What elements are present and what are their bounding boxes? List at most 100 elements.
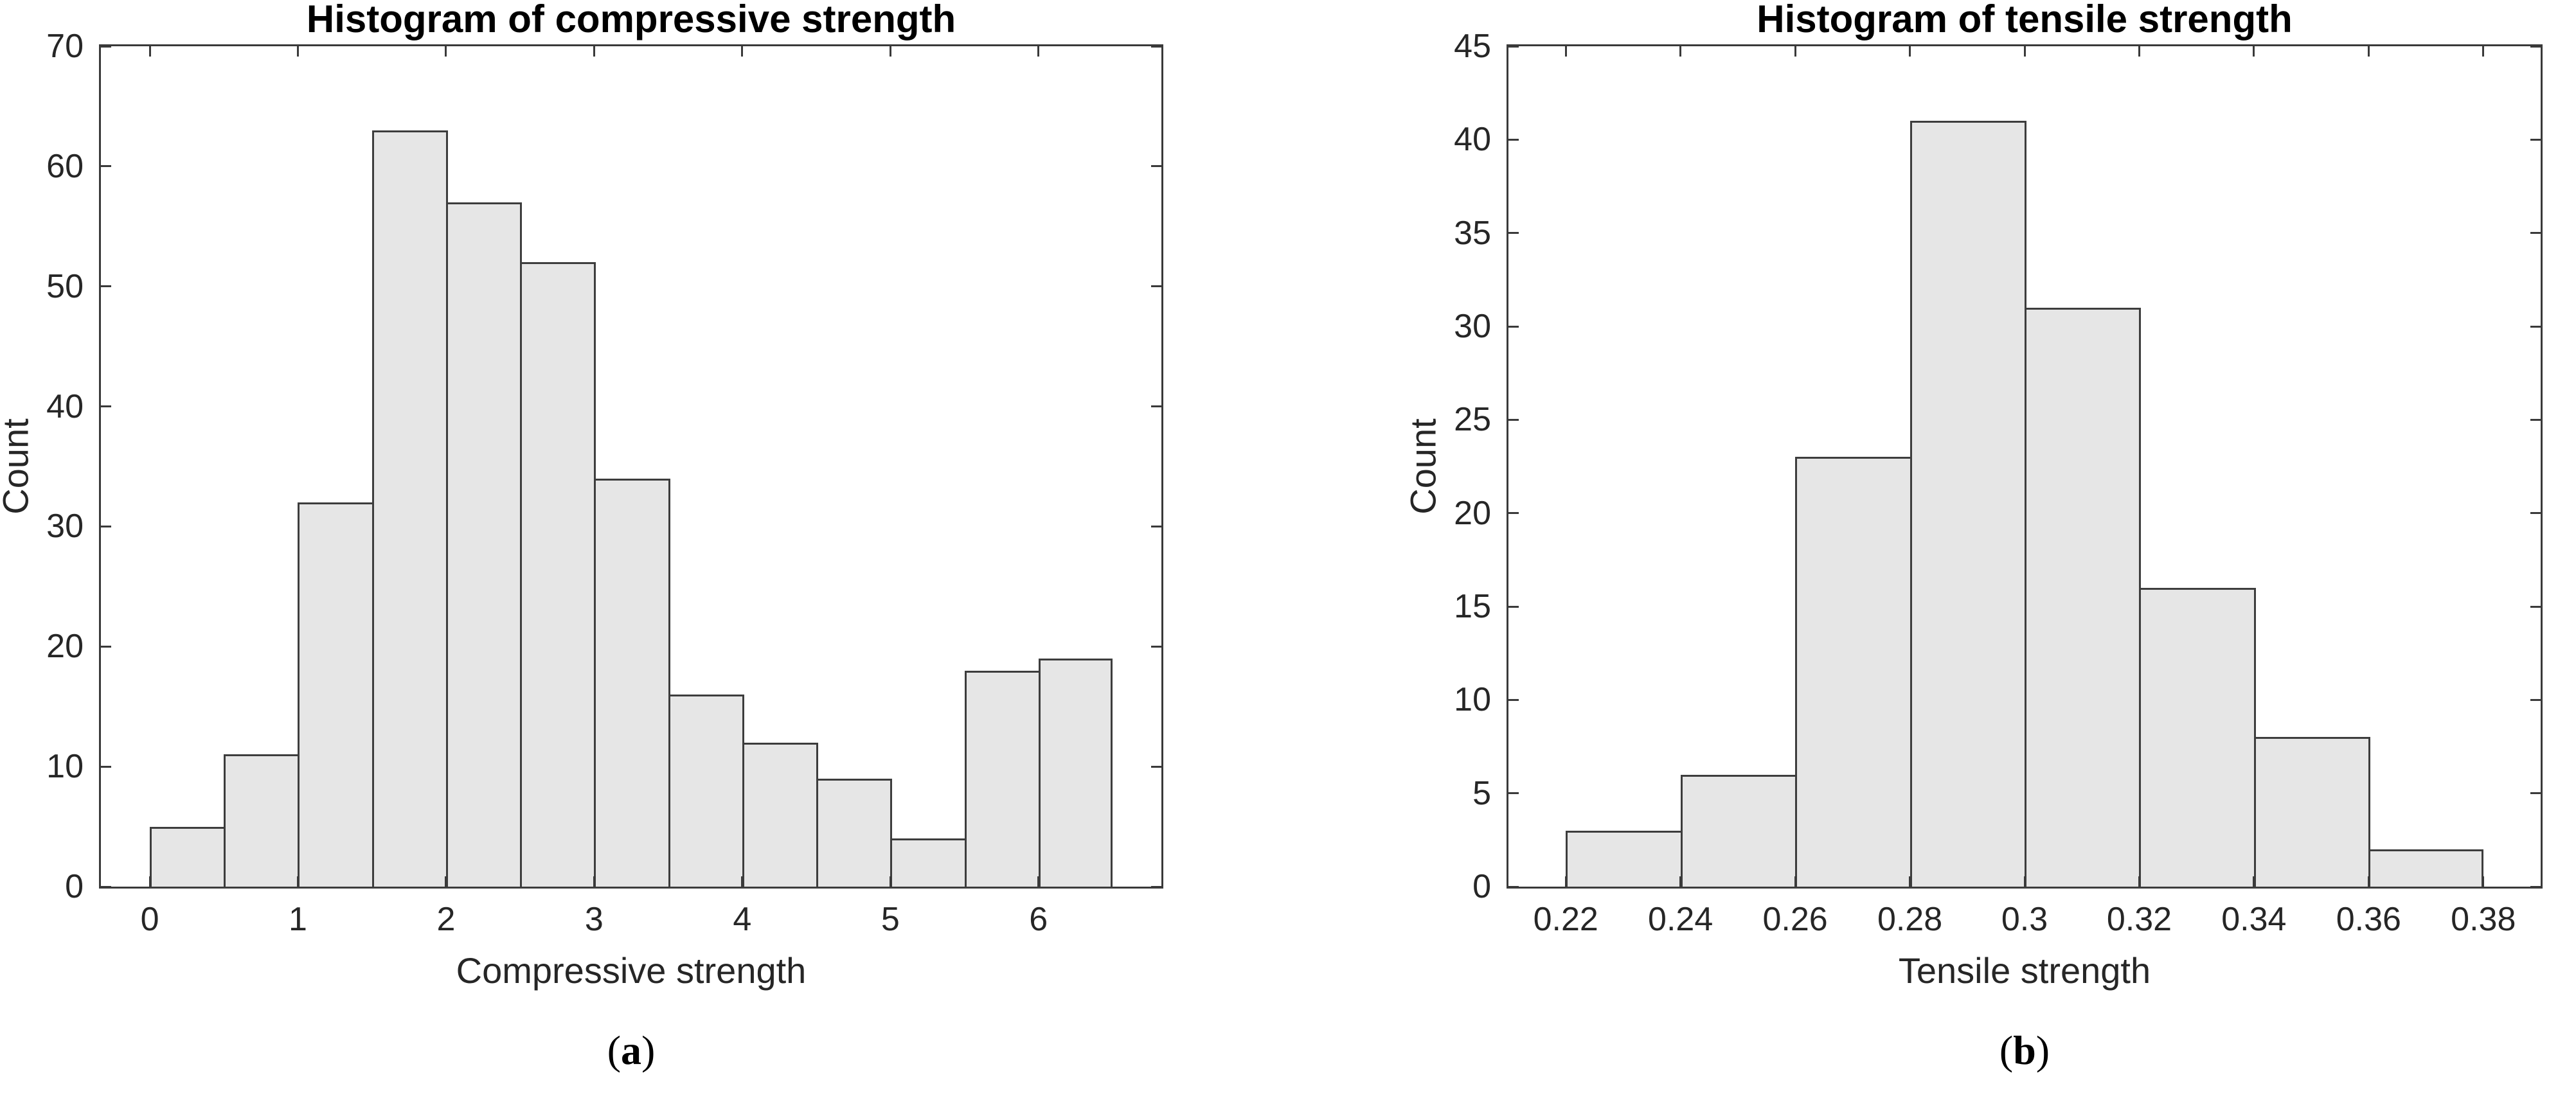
- y-tick-mark: [1151, 165, 1161, 168]
- x-tick-label: 3: [584, 901, 604, 938]
- x-tick-mark: [148, 876, 151, 887]
- histogram-bar: [1680, 774, 1798, 889]
- y-tick-mark: [2530, 792, 2541, 795]
- histogram-bar: [2253, 737, 2371, 889]
- y-tick-mark: [1508, 418, 1519, 421]
- x-tick-mark: [445, 876, 447, 887]
- y-tick-mark: [101, 525, 111, 527]
- y-tick-label: 50: [46, 267, 84, 305]
- y-tick-mark: [1151, 45, 1161, 48]
- y-tick-mark: [1508, 325, 1519, 328]
- x-tick-label: 0.36: [2336, 901, 2401, 938]
- x-tick-mark: [2367, 46, 2370, 57]
- x-tick-mark: [148, 46, 151, 57]
- x-tick-label: 0.28: [1877, 901, 1943, 938]
- subfigure-caption-a: (a): [99, 1025, 1163, 1076]
- x-tick-mark: [2023, 46, 2026, 57]
- x-tick-label: 6: [1029, 901, 1048, 938]
- y-tick-mark: [101, 45, 111, 48]
- x-tick-mark: [2138, 46, 2140, 57]
- y-tick-mark: [2530, 512, 2541, 515]
- y-tick-label: 15: [1454, 588, 1491, 625]
- caption-letter: a: [621, 1027, 641, 1073]
- x-axis-label: Compressive strength: [456, 950, 807, 991]
- y-tick-mark: [2530, 418, 2541, 421]
- y-tick-label: 5: [1472, 774, 1491, 812]
- y-tick-mark: [2530, 45, 2541, 48]
- y-tick-label: 20: [46, 628, 84, 666]
- y-tick-mark: [101, 165, 111, 168]
- histogram-bar: [816, 778, 893, 889]
- x-tick-label: 4: [733, 901, 752, 938]
- x-tick-mark: [1037, 876, 1040, 887]
- histogram-bar: [2368, 849, 2483, 889]
- x-tick-mark: [1679, 46, 1682, 57]
- x-tick-mark: [2253, 46, 2255, 57]
- x-tick-mark: [2482, 876, 2485, 887]
- chart-title: Histogram of compressive strength: [306, 0, 956, 40]
- y-tick-label: 20: [1454, 494, 1491, 532]
- y-tick-mark: [2530, 138, 2541, 141]
- histogram-bar: [1795, 457, 1912, 889]
- y-tick-label: 40: [46, 387, 84, 425]
- y-tick-mark: [2530, 698, 2541, 701]
- histogram-bar: [594, 478, 670, 889]
- y-tick-mark: [2530, 325, 2541, 328]
- x-tick-mark: [889, 46, 891, 57]
- x-tick-label: 1: [289, 901, 307, 938]
- chart-title: Histogram of tensile strength: [1757, 0, 2293, 40]
- x-tick-label: 0: [140, 901, 159, 938]
- y-tick-label: 25: [1454, 401, 1491, 439]
- y-tick-label: 30: [46, 508, 84, 545]
- histogram-bar: [1038, 658, 1113, 889]
- y-tick-label: 60: [46, 147, 84, 185]
- x-tick-mark: [1037, 46, 1040, 57]
- histogram-bar: [742, 742, 819, 889]
- y-tick-mark: [1508, 45, 1519, 48]
- x-tick-label: 5: [881, 901, 900, 938]
- x-tick-label: 0.3: [2001, 901, 2048, 938]
- y-tick-mark: [1151, 405, 1161, 408]
- y-tick-mark: [2530, 885, 2541, 888]
- y-tick-mark: [1508, 698, 1519, 701]
- y-tick-label: 0: [1472, 868, 1491, 905]
- x-tick-mark: [593, 46, 595, 57]
- subfigure-caption-b: (b): [1507, 1025, 2543, 1076]
- caption-paren: (: [1999, 1027, 2014, 1073]
- x-axis-label: Tensile strength: [1898, 950, 2151, 991]
- y-tick-label: 40: [1454, 121, 1491, 159]
- x-tick-label: 0.34: [2221, 901, 2287, 938]
- y-tick-label: 35: [1454, 214, 1491, 252]
- x-tick-mark: [2023, 876, 2026, 887]
- histogram-bar: [1566, 830, 1683, 889]
- caption-paren: ): [641, 1027, 656, 1073]
- y-tick-mark: [1508, 138, 1519, 141]
- y-tick-mark: [101, 285, 111, 288]
- y-tick-mark: [101, 405, 111, 408]
- x-tick-mark: [1794, 876, 1796, 887]
- y-tick-mark: [101, 765, 111, 768]
- x-tick-mark: [741, 46, 744, 57]
- x-tick-mark: [1679, 876, 1682, 887]
- x-tick-mark: [741, 876, 744, 887]
- x-tick-mark: [1564, 876, 1567, 887]
- x-tick-mark: [1909, 876, 1911, 887]
- y-tick-mark: [2530, 232, 2541, 235]
- y-tick-mark: [101, 885, 111, 888]
- x-tick-mark: [889, 876, 891, 887]
- y-tick-label: 70: [46, 28, 84, 65]
- y-tick-mark: [1151, 885, 1161, 888]
- x-tick-label: 2: [436, 901, 456, 938]
- x-tick-mark: [296, 876, 299, 887]
- histogram-bar: [1910, 121, 2026, 889]
- x-tick-mark: [2367, 876, 2370, 887]
- y-tick-mark: [2530, 605, 2541, 608]
- x-tick-mark: [2482, 46, 2485, 57]
- x-tick-mark: [2253, 876, 2255, 887]
- x-tick-label: 0.32: [2106, 901, 2172, 938]
- y-tick-label: 0: [65, 868, 84, 905]
- x-tick-label: 0.22: [1533, 901, 1598, 938]
- histogram-bar: [2139, 587, 2256, 889]
